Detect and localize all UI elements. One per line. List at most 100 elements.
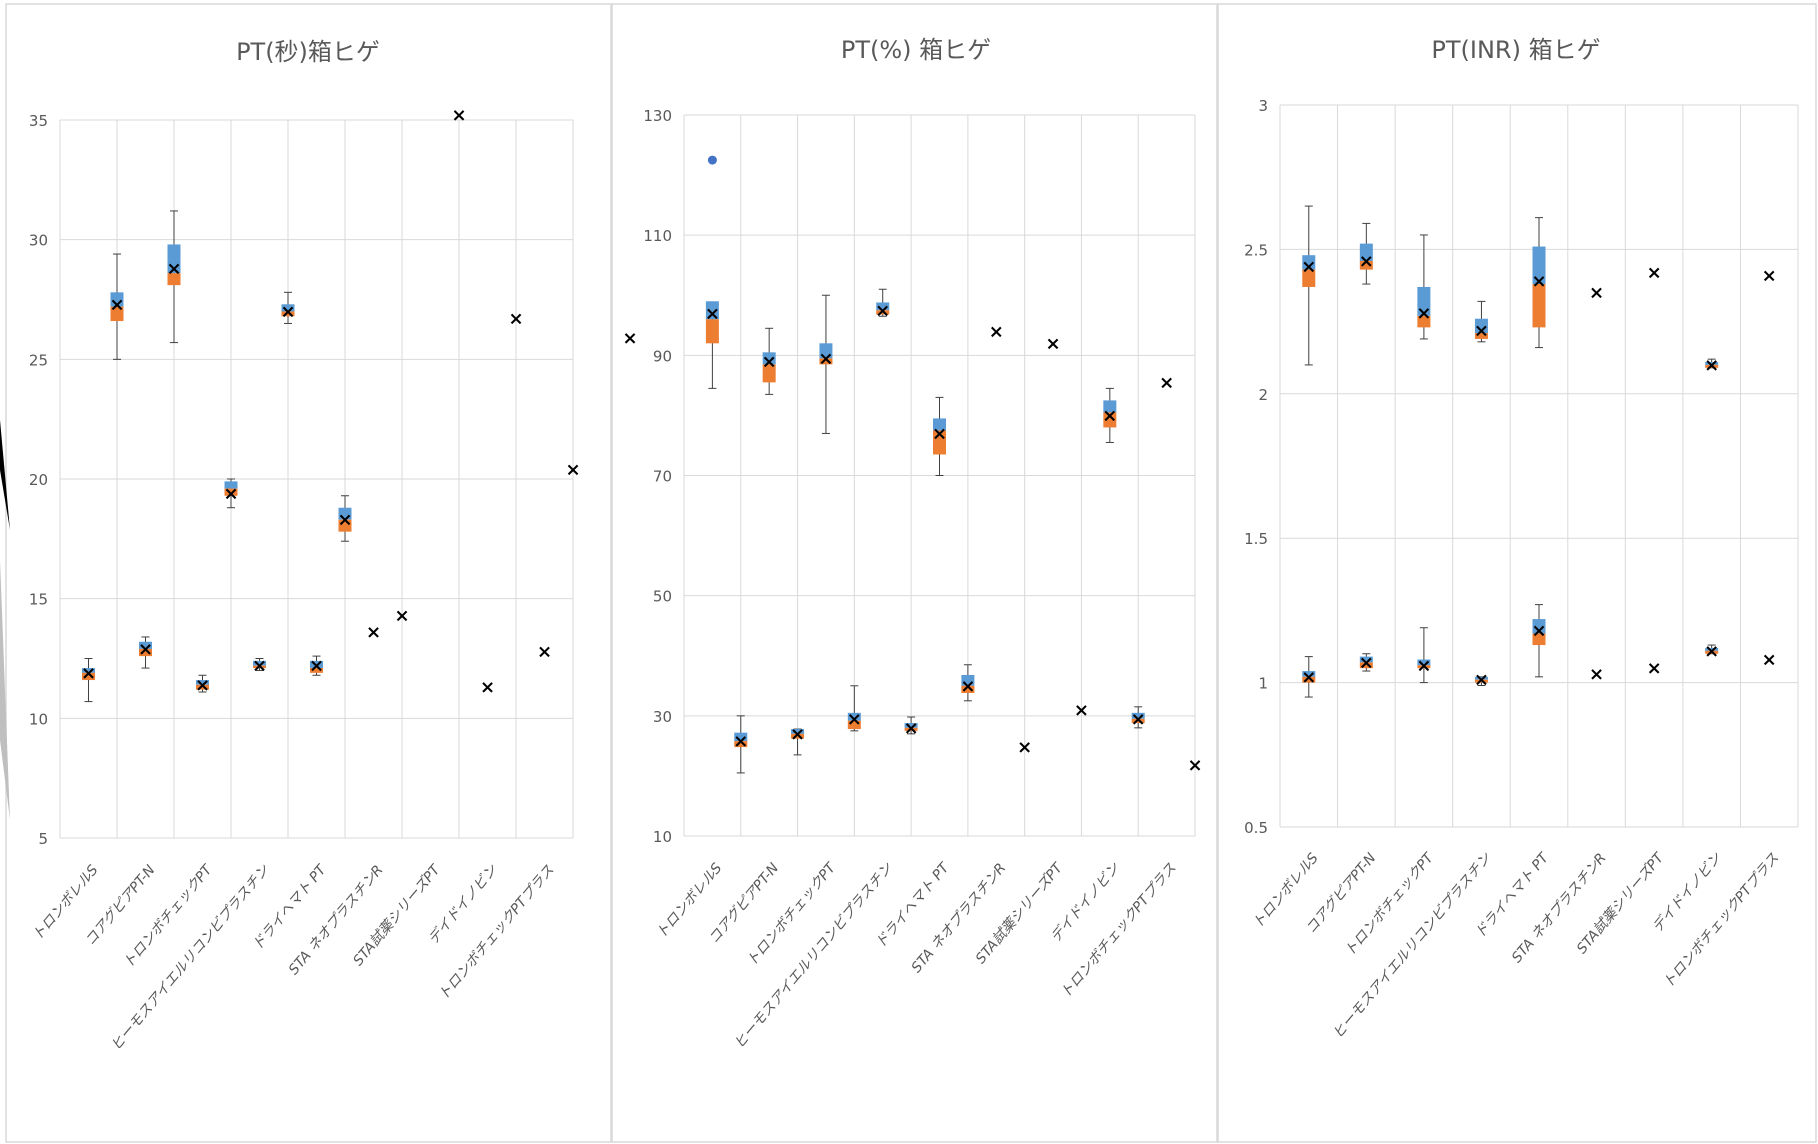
box-upper-half xyxy=(253,660,266,666)
box-lower-half xyxy=(1532,284,1546,328)
box-lower-half xyxy=(196,684,209,690)
box-lower-half xyxy=(1474,333,1488,339)
box-upper-half xyxy=(1302,671,1316,677)
mean-marker: × xyxy=(1074,700,1089,721)
box-lower-half xyxy=(1532,633,1546,646)
mean-marker: × xyxy=(1647,658,1662,679)
mean-marker: × xyxy=(932,423,947,444)
box-upper-half xyxy=(1474,676,1488,680)
box-lower-half xyxy=(762,364,776,383)
box-lower-half xyxy=(1103,412,1117,428)
y-tick-label: 10 xyxy=(29,710,48,728)
box-upper-half xyxy=(1705,647,1719,651)
mean-marker: × xyxy=(1762,649,1777,670)
mean-marker: × xyxy=(1187,755,1202,776)
box-lower-half xyxy=(281,311,295,317)
mean-marker: × xyxy=(1589,664,1604,685)
box-lower-half xyxy=(1131,718,1145,724)
mean-marker: × xyxy=(960,676,975,697)
box-upper-half xyxy=(1532,619,1546,634)
mean-marker: × xyxy=(1531,621,1546,642)
box-lower-half xyxy=(1302,676,1316,683)
box-upper-half xyxy=(705,301,719,320)
mean-marker: × xyxy=(733,731,748,752)
box-upper-half xyxy=(1359,243,1373,261)
mean-marker: × xyxy=(622,328,637,349)
box-upper-half xyxy=(819,343,833,359)
box-lower-half xyxy=(1705,364,1719,368)
mean-marker: × xyxy=(1474,670,1489,691)
panel-3-title: PT(INR) 箱ヒゲ xyxy=(1431,36,1600,64)
mean-marker: × xyxy=(1474,320,1489,341)
y-tick-label: 2 xyxy=(1258,386,1268,404)
y-tick-label: 0.5 xyxy=(1244,819,1268,837)
panel-3-background xyxy=(1217,3,1817,1143)
box-lower-half xyxy=(338,519,352,532)
y-tick-label: 90 xyxy=(653,347,672,365)
mean-marker: × xyxy=(1046,333,1061,354)
mean-marker: × xyxy=(1359,251,1374,272)
box-lower-half xyxy=(110,306,124,322)
mean-marker: × xyxy=(195,675,210,696)
box-upper-half xyxy=(1103,400,1117,413)
box-upper-half xyxy=(734,732,748,742)
mean-marker: × xyxy=(989,321,1004,342)
box-upper-half xyxy=(933,418,946,431)
y-tick-label: 1.5 xyxy=(1244,530,1268,548)
mean-marker: × xyxy=(1159,372,1174,393)
mean-marker: × xyxy=(1647,263,1662,284)
box-lower-half xyxy=(819,358,833,365)
mean-marker: × xyxy=(366,622,381,643)
box-lower-half xyxy=(933,430,946,455)
mean-marker: × xyxy=(109,294,124,315)
mean-marker: × xyxy=(1359,652,1374,673)
box-lower-half xyxy=(1302,269,1316,287)
box-upper-half xyxy=(110,292,124,307)
box-lower-half xyxy=(705,319,719,344)
mean-marker: × xyxy=(875,300,890,321)
box-lower-half xyxy=(310,668,323,673)
left-edge-gray-decoration xyxy=(0,560,10,820)
mean-marker: × xyxy=(1416,655,1431,676)
box-upper-half xyxy=(791,729,805,734)
mean-marker: × xyxy=(1531,271,1546,292)
box-lower-half xyxy=(1359,260,1373,270)
box-upper-half xyxy=(196,680,209,685)
box-lower-half xyxy=(167,273,181,286)
mean-marker: × xyxy=(1102,405,1117,426)
box-upper-half xyxy=(281,304,295,312)
box-lower-half xyxy=(791,733,805,739)
mean-marker: × xyxy=(480,677,495,698)
mean-marker: × xyxy=(223,483,238,504)
box-upper-half xyxy=(1417,659,1431,666)
y-tick-label: 5 xyxy=(38,830,48,848)
box-lower-half xyxy=(1417,315,1431,328)
mean-marker: × xyxy=(847,709,862,730)
box-upper-half xyxy=(876,302,890,311)
mean-marker: × xyxy=(81,663,96,684)
y-tick-label: 20 xyxy=(29,471,48,489)
outlier-point xyxy=(707,155,717,165)
mean-marker: × xyxy=(1704,641,1719,662)
mean-marker: × xyxy=(1301,257,1316,278)
y-tick-label: 3 xyxy=(1258,97,1268,115)
y-tick-label: 25 xyxy=(29,351,48,369)
mean-marker: × xyxy=(1762,265,1777,286)
box-upper-half xyxy=(1474,318,1488,334)
panel-1-background xyxy=(5,3,612,1143)
y-tick-label: 30 xyxy=(653,708,672,726)
box-lower-half xyxy=(1705,650,1719,654)
box-upper-half xyxy=(1302,255,1316,270)
mean-marker: × xyxy=(565,459,580,480)
mean-marker: × xyxy=(1017,737,1032,758)
box-lower-half xyxy=(1359,662,1373,669)
box-upper-half xyxy=(139,641,152,649)
box-upper-half xyxy=(310,660,323,669)
box-upper-half xyxy=(1705,362,1719,365)
y-tick-label: 15 xyxy=(29,591,48,609)
box-upper-half xyxy=(1417,286,1431,316)
box-upper-half xyxy=(961,674,975,686)
box-upper-half xyxy=(338,507,352,520)
mean-marker: × xyxy=(1301,667,1316,688)
